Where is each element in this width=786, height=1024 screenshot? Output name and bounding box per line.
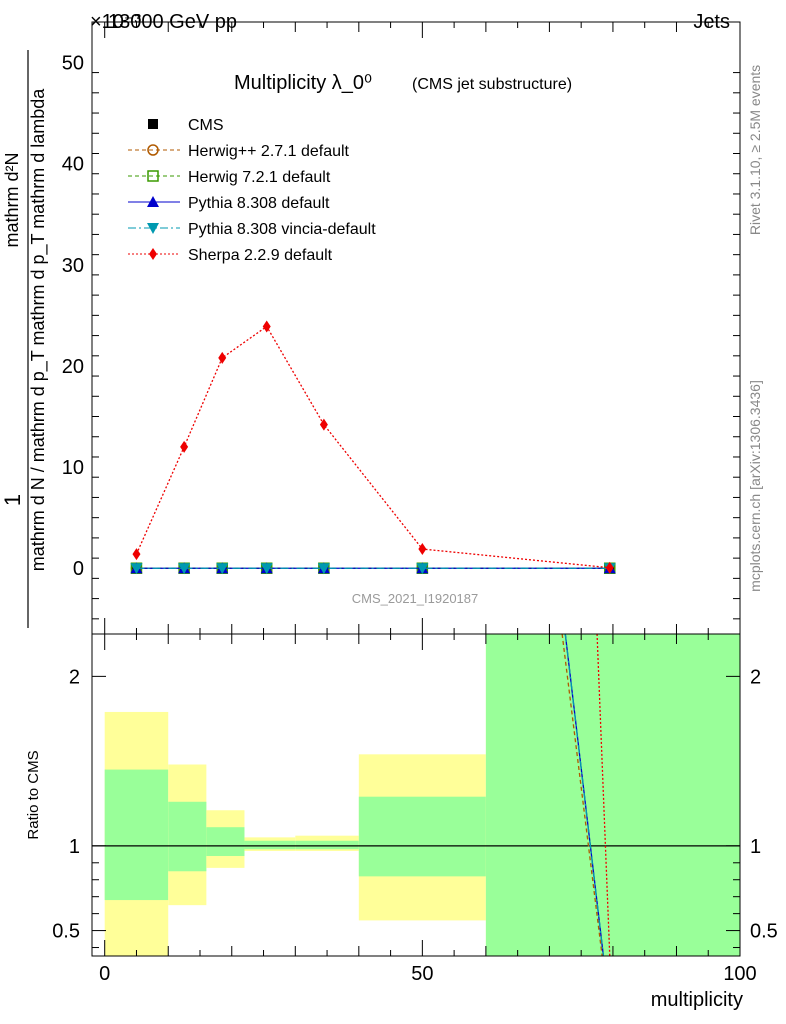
ratio-band-green-1 bbox=[168, 801, 207, 872]
ratio-ytick-label-left: 0.5 bbox=[52, 921, 80, 943]
main-ytick-label: 30 bbox=[62, 255, 84, 277]
legend-label-herwigpp: Herwig++ 2.7.1 default bbox=[188, 143, 350, 160]
ratio-xtick-label: 50 bbox=[411, 963, 433, 985]
series-5-point-5 bbox=[418, 543, 427, 556]
exponent-label: ×10⁻³ bbox=[90, 11, 141, 33]
mcplots-label: mcplots.cern.ch [arXiv:1306.3436] bbox=[747, 380, 763, 592]
ratio-band-green-4 bbox=[295, 840, 359, 850]
ratio-ytick-label-right: 2 bbox=[750, 666, 761, 688]
ratio-bands bbox=[92, 634, 740, 956]
ratio-band-green-0 bbox=[104, 769, 169, 901]
ylabel-top: mathrm d²N bbox=[2, 152, 22, 247]
ratio-band-green-2 bbox=[206, 827, 245, 857]
main-ytick-label: 20 bbox=[62, 356, 84, 378]
ratio-ytick-label-right: 0.5 bbox=[750, 921, 778, 943]
xlabel: multiplicity bbox=[651, 989, 743, 1011]
legend-marker-herwigpp bbox=[147, 144, 159, 156]
ratio-line-3 bbox=[596, 633, 611, 957]
series-5-point-0 bbox=[132, 548, 141, 561]
series-4-point-4 bbox=[317, 563, 330, 575]
chart-title: Multiplicity λ_0⁰ bbox=[234, 72, 372, 94]
series-5-point-3 bbox=[262, 320, 271, 333]
series-line-5 bbox=[135, 325, 610, 569]
series-4-point-5 bbox=[416, 563, 429, 575]
ratio-lines bbox=[561, 633, 611, 957]
axis-ticks: 0 10 20 30 40 50 0 50 100 0.5 0.5 1 1 2 2 bbox=[52, 22, 778, 985]
ratio-line-2 bbox=[561, 633, 603, 957]
series-4-point-2 bbox=[216, 563, 229, 575]
ratio-ytick-label-left: 2 bbox=[69, 666, 80, 688]
main-ytick-label: 10 bbox=[62, 457, 84, 479]
ratio-plot-frame bbox=[91, 633, 741, 957]
ylabel-denominator: mathrm d N / mathrm d p_T mathrm d p_T m… bbox=[28, 88, 49, 571]
ratio-xtick-label: 0 bbox=[99, 963, 110, 985]
legend-label-vincia: Pythia 8.308 vincia-default bbox=[188, 221, 376, 238]
legend-marker-sherpa bbox=[149, 248, 157, 260]
ratio-band-green-6 bbox=[485, 634, 740, 956]
legend: CMS Herwig++ 2.7.1 default Herwig 7.2.1 … bbox=[128, 117, 376, 264]
series-5-point-4 bbox=[319, 418, 328, 431]
legend-marker-vincia bbox=[147, 223, 159, 234]
ratio-band-green-3 bbox=[244, 840, 296, 850]
main-ylabel: 1 mathrm d N / mathrm d p_T mathrm d p_T… bbox=[0, 50, 49, 628]
series-5-point-1 bbox=[180, 440, 189, 453]
header-left: 13000 GeV pp bbox=[108, 11, 237, 33]
legend-marker-pythia bbox=[147, 196, 159, 207]
ratio-ytick-label-right: 1 bbox=[750, 836, 761, 858]
series-4-point-0 bbox=[130, 563, 143, 575]
series-4-point-1 bbox=[178, 563, 191, 575]
ratio-xtick-label: 100 bbox=[723, 963, 756, 985]
analysis-watermark: CMS_2021_I1920187 bbox=[352, 591, 479, 606]
series-4-point-3 bbox=[260, 563, 273, 575]
legend-label-sherpa: Sherpa 2.2.9 default bbox=[188, 247, 333, 264]
main-plot-frame bbox=[91, 21, 741, 635]
series-5-point-2 bbox=[218, 351, 227, 364]
ratio-band-green-5 bbox=[358, 796, 486, 877]
main-series bbox=[130, 320, 616, 575]
ratio-ytick-label-left: 1 bbox=[69, 836, 80, 858]
ratio-ylabel: Ratio to CMS bbox=[25, 750, 42, 839]
main-ytick-label: 50 bbox=[62, 52, 84, 74]
rivet-label: Rivet 3.1.10, ≥ 2.5M events bbox=[747, 65, 763, 235]
ratio-line-1 bbox=[564, 633, 605, 957]
legend-marker-cms bbox=[148, 119, 158, 129]
legend-label-herwig7: Herwig 7.2.1 default bbox=[188, 169, 331, 186]
legend-label-cms: CMS bbox=[188, 117, 224, 134]
chart-subtitle: (CMS jet substructure) bbox=[412, 76, 572, 93]
legend-label-pythia: Pythia 8.308 default bbox=[188, 195, 330, 212]
ylabel-numerator: 1 bbox=[0, 494, 25, 506]
header-right: Jets bbox=[693, 11, 730, 33]
main-ytick-label: 0 bbox=[73, 558, 84, 580]
main-ytick-label: 40 bbox=[62, 154, 84, 176]
legend-marker-herwig7 bbox=[147, 170, 159, 182]
series-5-point-6 bbox=[605, 561, 614, 574]
